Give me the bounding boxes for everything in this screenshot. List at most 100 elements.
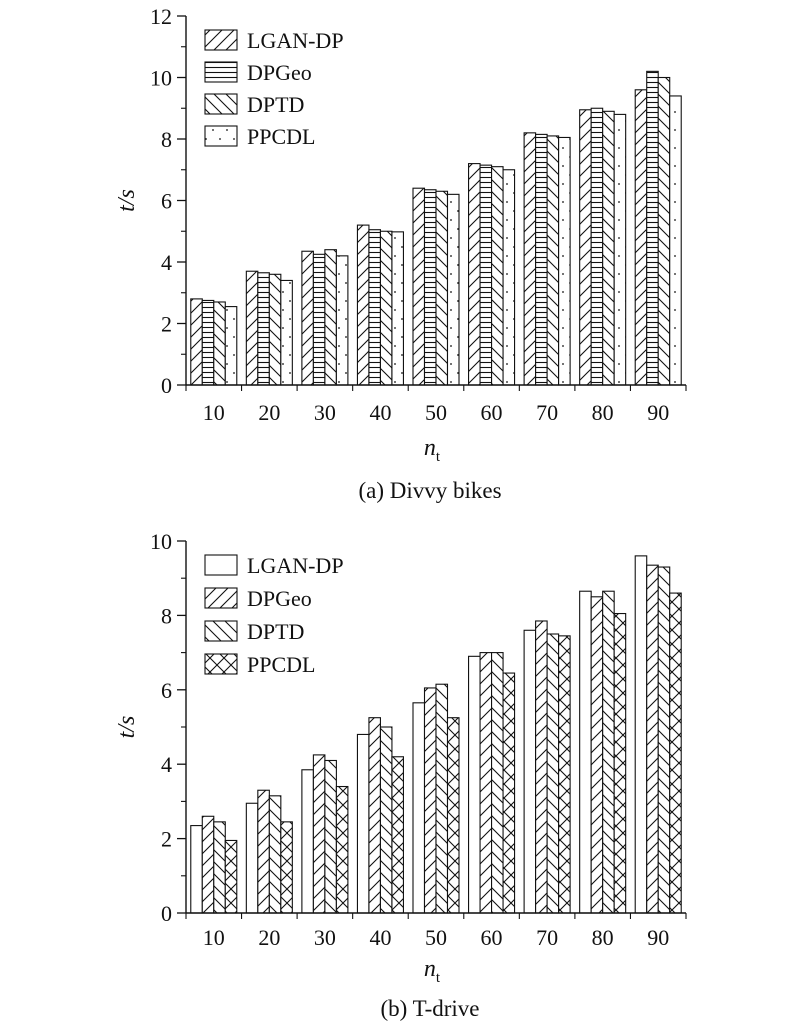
x-tick-label: 80 (592, 925, 614, 950)
bar (368, 717, 381, 914)
bar (335, 785, 349, 914)
axes: 0 2 4 6 8 10 10 20 30 40 50 60 70 80 90 (150, 529, 687, 950)
x-tick-label: 10 (203, 925, 225, 950)
bar (257, 272, 270, 386)
bar (257, 789, 270, 914)
bar (379, 726, 393, 914)
bar (613, 612, 627, 914)
y-tick-label: 4 (161, 752, 172, 777)
legend-swatch (204, 620, 238, 642)
y-tick-label: 6 (161, 678, 172, 703)
legend-swatch (204, 125, 238, 147)
legend-item: PPCDL (204, 124, 315, 149)
legend-item: LGAN-DP (204, 553, 344, 578)
bar (356, 733, 370, 914)
bar (412, 702, 426, 914)
bar (356, 224, 370, 386)
x-tick-label: 90 (647, 925, 669, 950)
bar (324, 249, 337, 386)
legend-label: DPGeo (247, 60, 312, 85)
bar (201, 815, 215, 914)
bar (268, 273, 282, 386)
bar (502, 169, 516, 386)
bar (335, 255, 349, 386)
legend-item: DPGeo (204, 60, 312, 85)
bar (646, 70, 659, 386)
x-tick-label: 90 (647, 400, 669, 425)
legend-swatch (204, 93, 238, 115)
legend-item: LGAN-DP (204, 28, 344, 53)
x-tick-label: 40 (369, 925, 391, 950)
bar (324, 759, 337, 914)
legend-item: DPTD (204, 92, 304, 117)
legend-swatch (204, 29, 238, 51)
bar (657, 566, 671, 914)
bar (412, 187, 426, 386)
bar (491, 166, 504, 386)
bar (201, 299, 215, 386)
bar (435, 683, 449, 914)
bar (535, 133, 548, 386)
bars (190, 70, 682, 386)
bar (491, 652, 504, 914)
bar (245, 802, 259, 914)
chart-panel-t-drive: 0 2 4 6 8 10 10 20 30 40 50 60 70 80 90 t/s nt LGAN-DP DPG… (114, 529, 687, 1021)
bar (590, 107, 604, 386)
bar (190, 825, 203, 914)
bar (558, 635, 571, 914)
bar (546, 633, 560, 914)
bar (368, 229, 381, 386)
x-tick-label: 70 (536, 925, 558, 950)
bar (268, 795, 282, 914)
bar (391, 756, 404, 914)
y-tick-label: 0 (161, 901, 172, 926)
legend: LGAN-DP DPGeo DPTD PPCDL (204, 28, 344, 149)
bar (634, 555, 648, 914)
bar (602, 110, 615, 386)
x-axis-label: nt (424, 956, 441, 986)
axes: 0 2 4 6 8 10 12 10 20 30 40 50 60 70 80 90 (150, 4, 687, 425)
x-tick-label: 40 (369, 400, 391, 425)
bar (301, 250, 314, 386)
y-tick-label: 12 (150, 4, 172, 29)
bar (468, 655, 481, 914)
bar (245, 270, 259, 386)
x-tick-label: 60 (481, 925, 503, 950)
bar (535, 620, 548, 914)
x-tick-label: 50 (425, 400, 447, 425)
legend-swatch (204, 653, 238, 675)
bar (590, 596, 604, 914)
bar (579, 590, 592, 914)
bar (558, 136, 571, 386)
bar (423, 189, 437, 386)
bar (312, 754, 326, 914)
bar (634, 89, 648, 386)
bar (479, 164, 493, 386)
x-tick-label: 30 (314, 925, 336, 950)
y-axis-label: t/s (114, 716, 140, 739)
legend-label: LGAN-DP (247, 553, 344, 578)
x-tick-label: 30 (314, 400, 336, 425)
bar (523, 629, 537, 914)
bar (602, 590, 615, 914)
y-tick-label: 6 (161, 189, 172, 214)
bar (213, 301, 226, 386)
bar (523, 132, 537, 386)
legend-swatch (204, 554, 238, 576)
bar (579, 109, 592, 386)
x-tick-label: 20 (258, 400, 280, 425)
y-tick-label: 10 (150, 66, 172, 91)
bar (446, 717, 460, 914)
y-tick-label: 2 (161, 312, 172, 337)
legend-swatch (204, 587, 238, 609)
bar (280, 821, 293, 914)
legend-label: PPCDL (247, 124, 315, 149)
x-tick-label: 10 (203, 400, 225, 425)
legend-label: LGAN-DP (247, 28, 344, 53)
legend-label: DPGeo (247, 586, 312, 611)
y-tick-label: 2 (161, 827, 172, 852)
bar (391, 231, 404, 386)
y-tick-label: 8 (161, 603, 172, 628)
legend-label: DPTD (247, 619, 304, 644)
